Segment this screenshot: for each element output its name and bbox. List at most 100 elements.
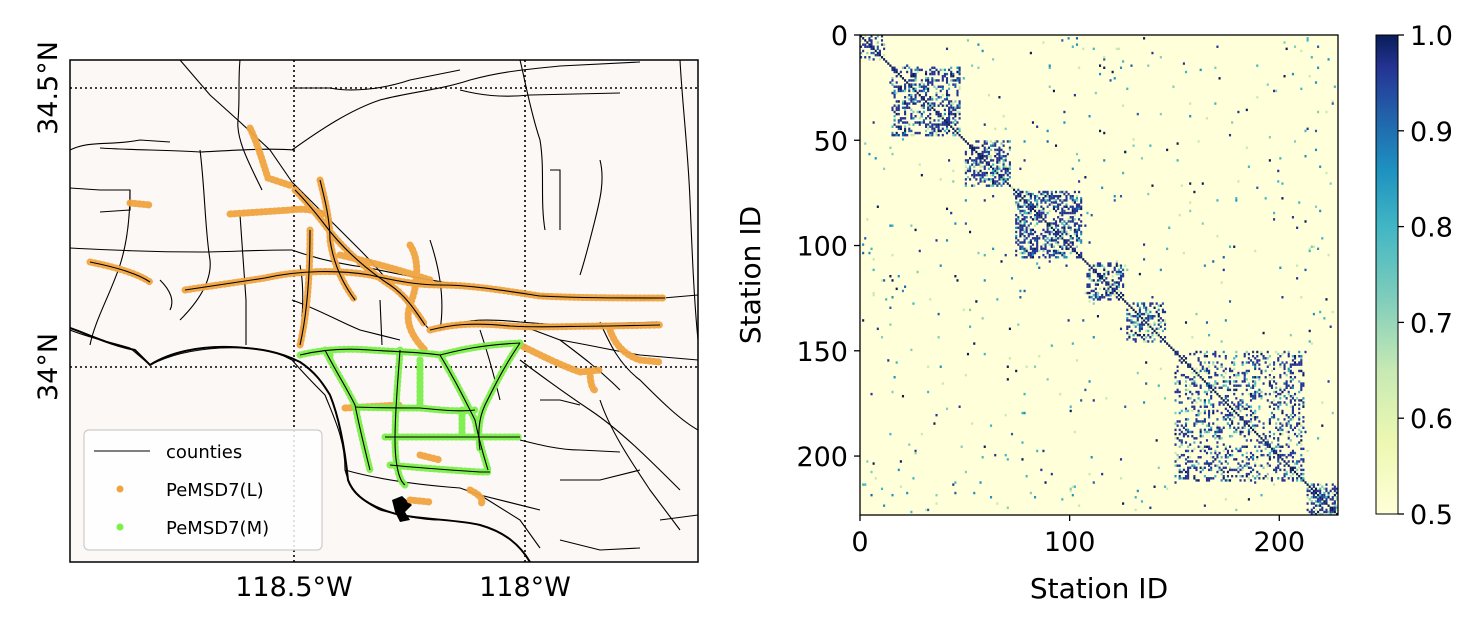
heatmap-cell — [885, 298, 888, 301]
heatmap-cell — [1019, 211, 1022, 215]
heatmap-cell — [1054, 220, 1058, 223]
heatmap-cell — [1235, 411, 1238, 415]
heatmap-cell — [1025, 475, 1028, 478]
heatmap-cell — [1300, 384, 1303, 387]
heatmap-cell — [872, 258, 875, 261]
heatmap-cell — [956, 79, 959, 82]
heatmap-cell — [1296, 422, 1299, 425]
heatmap-cell — [874, 157, 877, 160]
heatmap-cell — [1245, 439, 1248, 442]
heatmap-cell — [983, 180, 986, 183]
heatmap-cell — [1073, 228, 1076, 232]
heatmap-cell — [1140, 321, 1144, 324]
heatmap-cell — [1258, 464, 1261, 467]
heatmap-cell — [1017, 226, 1020, 229]
heatmap-cell — [1291, 395, 1294, 398]
heatmap-cell — [1187, 428, 1190, 432]
heatmap-cell — [1268, 451, 1271, 455]
heatmap-cell — [1004, 180, 1007, 183]
heatmap-cell — [1034, 216, 1037, 219]
heatmap-cell — [1289, 468, 1292, 472]
heatmap-cell — [924, 117, 928, 120]
heatmap-cell — [1306, 127, 1309, 131]
heatmap-cell — [992, 173, 995, 177]
heatmap-cell — [1042, 235, 1045, 238]
heatmap-cell — [1226, 399, 1229, 402]
heatmap-cell — [1147, 64, 1150, 67]
heatmap-cell — [1226, 451, 1229, 455]
heatmap-cell — [1143, 340, 1146, 343]
heatmap-cell — [1300, 399, 1303, 402]
heatmap-cell — [1145, 306, 1148, 309]
heatmap-cell — [1254, 426, 1257, 429]
heatmap-cell — [1273, 416, 1276, 419]
heatmap-cell — [1226, 380, 1229, 383]
heatmap-cell — [948, 115, 951, 118]
heatmap-cell — [1262, 432, 1265, 436]
heatmap-cell — [987, 184, 990, 187]
heatmap-cell — [1065, 195, 1068, 198]
heatmap-cell — [1182, 435, 1185, 438]
heatmap-cell — [1107, 262, 1110, 265]
heatmap-cell — [1235, 384, 1238, 387]
heatmap-cell — [1065, 197, 1068, 200]
heatmap-cell — [1092, 47, 1095, 51]
heatmap-cell — [878, 53, 881, 57]
heatmap-cell — [1138, 327, 1141, 331]
heatmap-cell — [1042, 253, 1045, 257]
heatmap-cell — [1231, 422, 1234, 425]
heatmap-cell — [891, 296, 894, 299]
heatmap-cell — [1174, 464, 1177, 467]
heatmap-cell — [1052, 253, 1055, 257]
heatmap-cell — [1002, 167, 1005, 171]
heatmap-cell — [958, 112, 961, 116]
map-ytick-1: 34.5°N — [33, 41, 64, 135]
heatmap-cell — [1130, 319, 1133, 322]
heatmap-cell — [1174, 432, 1177, 436]
heatmap-cell — [1061, 247, 1064, 251]
heatmap-cell — [912, 117, 915, 120]
heatmap-cell — [931, 102, 934, 105]
heatmap-cell — [958, 110, 961, 114]
heatmap-cell — [1308, 249, 1311, 253]
heatmap-cell — [1327, 496, 1330, 499]
heatmap-cell — [901, 121, 905, 124]
heatmap-cell — [1270, 416, 1274, 419]
heatmap-cell — [981, 171, 984, 175]
heatmap-cell — [1260, 350, 1263, 354]
heatmap-cell — [952, 483, 955, 486]
heatmap-cell — [1054, 209, 1058, 213]
heatmap-cell — [1254, 462, 1257, 465]
heatmap-cell — [1285, 424, 1288, 427]
heatmap-cell — [1145, 340, 1148, 343]
heatmap-cell — [1019, 247, 1022, 251]
heatmap-cell — [1161, 329, 1164, 333]
heatmap-cell — [1023, 247, 1026, 251]
heatmap-cell — [1119, 458, 1123, 461]
heatmap-cell — [1208, 399, 1211, 402]
heatmap-cell — [1222, 466, 1225, 469]
heatmap-cell — [1063, 192, 1066, 196]
heatmap-cell — [1191, 464, 1194, 467]
heatmap-cell — [1273, 483, 1276, 486]
heatmap-cell — [1195, 373, 1198, 377]
heatmap-cell — [1298, 411, 1301, 415]
heatmap-cell — [1293, 376, 1297, 379]
heatmap-cell — [954, 222, 957, 225]
heatmap-cell — [1235, 199, 1238, 202]
heatmap-cell — [1019, 199, 1022, 202]
heatmap-cell — [1275, 449, 1278, 453]
heatmap-cell — [1302, 382, 1305, 385]
heatmap-cell — [1111, 287, 1114, 291]
heatmap-cell — [1019, 190, 1022, 194]
heatmap-cell — [1273, 413, 1276, 417]
heatmap-cell — [897, 108, 900, 112]
heatmap-cell — [1216, 435, 1219, 438]
heatmap-cell — [1071, 195, 1074, 198]
heatmap-cell — [1235, 508, 1238, 512]
heatmap-cell — [901, 66, 905, 69]
heatmap-cell — [956, 66, 959, 69]
heatmap-cell — [1323, 493, 1326, 497]
heatmap-cell — [1015, 239, 1018, 242]
heatmap-cell — [979, 176, 982, 179]
